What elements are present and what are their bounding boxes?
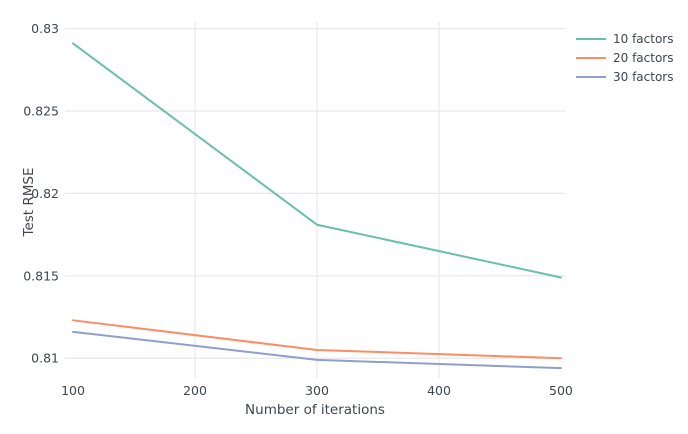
legend-label: 10 factors xyxy=(613,31,674,46)
y-tick-label: 0.825 xyxy=(23,104,59,119)
legend-item-20-factors[interactable]: 20 factors xyxy=(576,48,674,67)
legend-label: 20 factors xyxy=(613,50,674,65)
legend-item-10-factors[interactable]: 10 factors xyxy=(576,29,674,48)
series-line-20-factors xyxy=(72,319,562,360)
x-tick-label: 300 xyxy=(305,383,329,398)
series-line-30-factors xyxy=(72,330,562,370)
legend-line-swatch xyxy=(576,56,606,59)
x-tick-label: 100 xyxy=(61,383,85,398)
y-tick-label: 0.815 xyxy=(23,268,59,283)
y-tick-label: 0.83 xyxy=(31,21,59,36)
legend: 10 factors 20 factors 30 factors xyxy=(576,29,674,86)
y-axis-title: Test RMSE xyxy=(21,167,37,237)
legend-line-swatch xyxy=(576,75,606,78)
x-tick-label: 200 xyxy=(183,383,207,398)
y-tick-label: 0.81 xyxy=(31,351,59,366)
x-tick-label: 400 xyxy=(427,383,451,398)
legend-label: 30 factors xyxy=(613,69,674,84)
legend-item-30-factors[interactable]: 30 factors xyxy=(576,67,674,86)
y-tick-label: 0.82 xyxy=(31,186,59,201)
legend-line-swatch xyxy=(576,37,606,40)
series-line-10-factors xyxy=(72,42,562,279)
x-tick-label: 500 xyxy=(549,383,573,398)
x-axis-title: Number of iterations xyxy=(245,402,385,418)
